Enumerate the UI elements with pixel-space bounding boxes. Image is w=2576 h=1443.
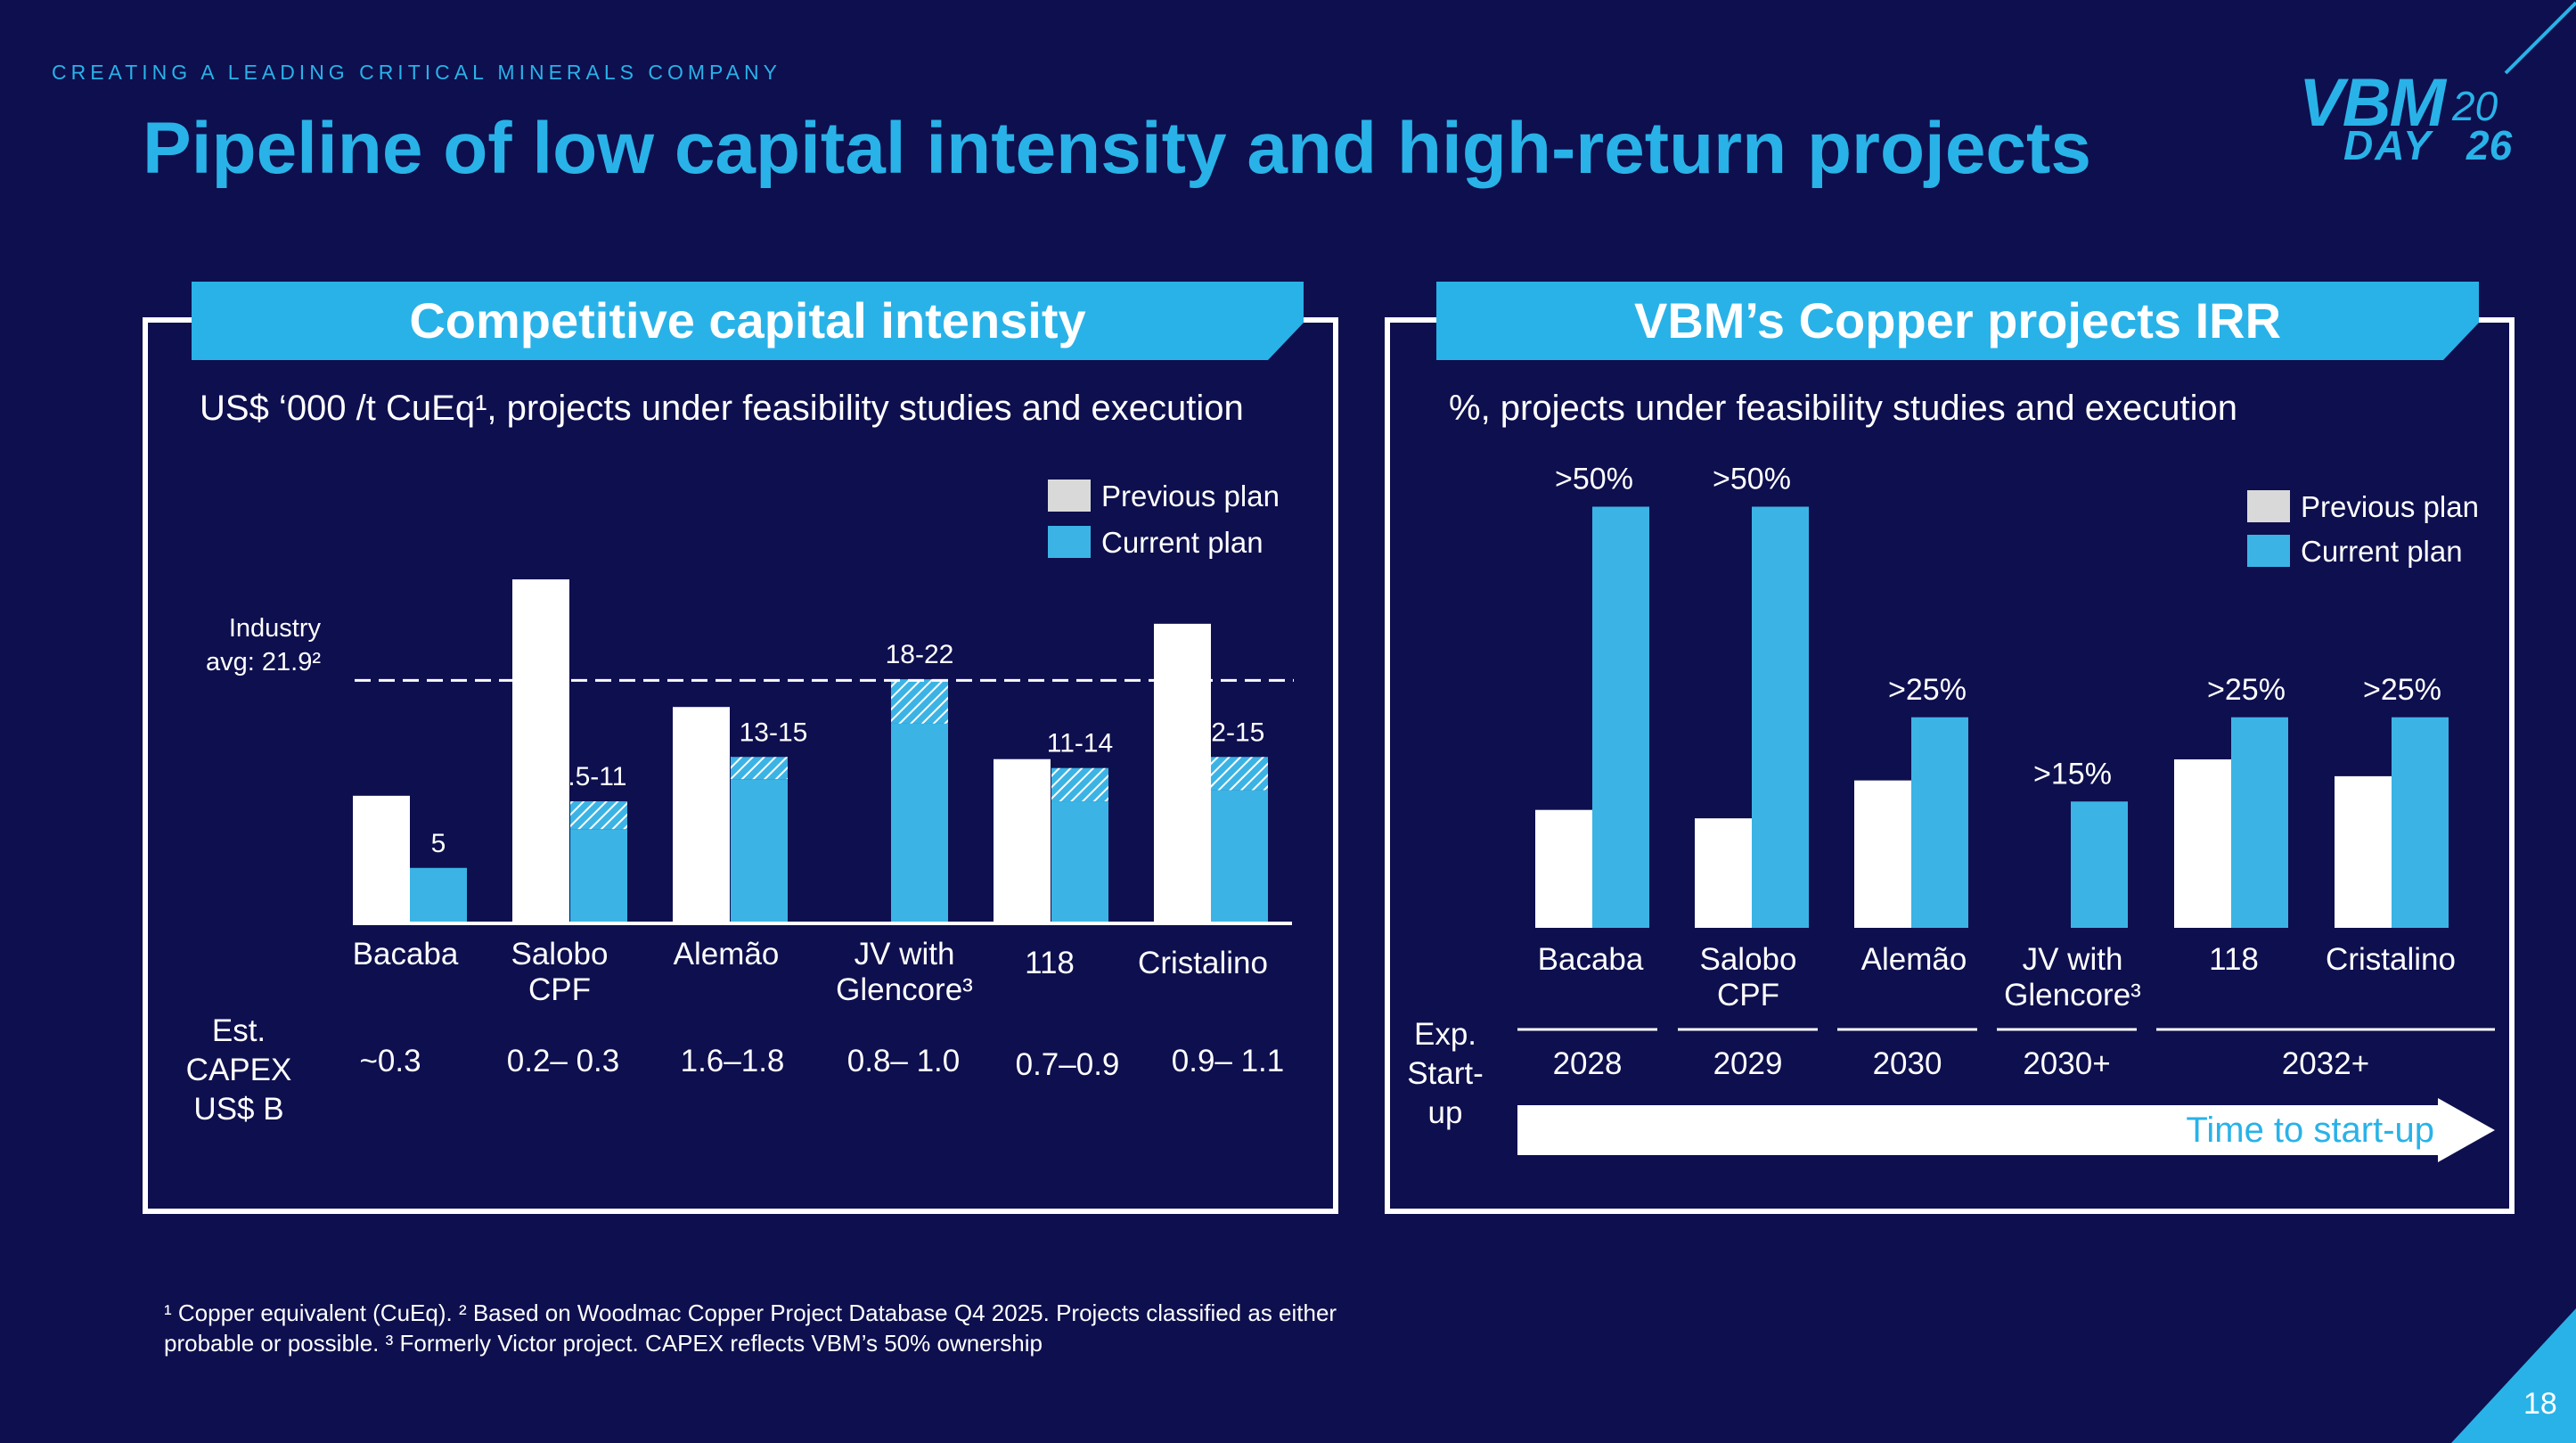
- capex-value: 0.8– 1.0: [847, 1044, 961, 1078]
- footnote-line-1: ¹ Copper equivalent (CuEq). ² Based on W…: [164, 1300, 1337, 1326]
- previous-plan-bar: [673, 707, 730, 923]
- category-label: CPF: [528, 972, 591, 1007]
- current-plan-range-bar: [1211, 757, 1268, 791]
- bar-value-label: 13-15: [740, 717, 808, 747]
- footnote: ¹ Copper equivalent (CuEq). ² Based on W…: [164, 1298, 1429, 1358]
- right-subtitle: %, projects under feasibility studies an…: [1449, 389, 2237, 428]
- previous-plan-bar: [512, 579, 569, 923]
- previous-plan-bar: [994, 758, 1051, 923]
- current-plan-bar: [731, 779, 788, 923]
- industry-average-label: avg: 21.9²: [206, 648, 321, 676]
- current-plan-range-bar: [1051, 767, 1108, 802]
- page-title: Pipeline of low capital intensity and hi…: [143, 108, 2091, 189]
- left-banner-title: Competitive capital intensity: [409, 292, 1086, 348]
- current-plan-range-bar: [570, 801, 627, 830]
- current-plan-bar: [570, 829, 627, 923]
- capex-row-label: US$ B: [193, 1092, 283, 1127]
- previous-plan-bar: [353, 795, 410, 923]
- capex-value: ~0.3: [359, 1044, 421, 1078]
- capex-value: 0.7–0.9: [1016, 1047, 1120, 1082]
- legend-swatch-previous: [1048, 480, 1091, 512]
- page-number-corner: [2451, 1308, 2576, 1443]
- footnote-line-2: probable or possible. ³ Formerly Victor …: [164, 1330, 1043, 1357]
- capex-row-label: Est.: [212, 1013, 266, 1048]
- page-number: 18: [2523, 1387, 2557, 1421]
- current-plan-range-bar: [891, 679, 948, 724]
- legend-swatch-current: [1048, 526, 1091, 558]
- capex-value: 1.6–1.8: [681, 1044, 785, 1078]
- capex-value: 0.2– 0.3: [507, 1044, 620, 1078]
- capex-row-label: CAPEX: [186, 1053, 292, 1087]
- logo-accent-line: [2504, 1, 2576, 75]
- left-subtitle: US$ ‘000 /t CuEq¹, projects under feasib…: [200, 389, 1244, 428]
- bar-value-label: 5: [431, 829, 446, 858]
- legend-label-current: Current plan: [1101, 526, 1263, 559]
- current-plan-range-bar: [731, 757, 788, 780]
- current-plan-bar: [410, 867, 467, 923]
- bar-value-label: 12-15: [1197, 717, 1265, 747]
- category-label: Alemão: [674, 937, 780, 972]
- category-label: Glencore³: [836, 972, 973, 1007]
- current-plan-bar: [1211, 790, 1268, 923]
- current-plan-bar: [891, 723, 948, 923]
- previous-plan-bar: [1154, 623, 1211, 923]
- tagline: CREATING A LEADING CRITICAL MINERALS COM…: [52, 61, 781, 84]
- right-banner-shape: [1436, 282, 2479, 360]
- bar-value-label: 11-14: [1047, 729, 1114, 758]
- bar-value-label: 8.5-11: [553, 762, 627, 791]
- logo-vbm: VBM: [2299, 65, 2446, 141]
- category-label: 118: [1025, 946, 1075, 980]
- right-banner-title: VBM’s Copper projects IRR: [1633, 292, 2282, 348]
- capex-value: 0.9– 1.1: [1172, 1044, 1285, 1078]
- category-label: JV with: [855, 937, 955, 972]
- category-label: Cristalino: [1138, 946, 1268, 980]
- industry-average-label: Industry: [229, 614, 322, 643]
- logo-year-top: 20: [2452, 83, 2498, 129]
- left-banner-shape: [192, 282, 1304, 360]
- logo-year-bottom: 26: [2466, 122, 2513, 168]
- bar-value-label: 18-22: [886, 640, 954, 669]
- category-label: Salobo: [511, 937, 609, 972]
- category-label: Bacaba: [353, 937, 459, 972]
- legend-label-previous: Previous plan: [1101, 480, 1280, 512]
- current-plan-bar: [1051, 801, 1108, 923]
- logo-day: DAY: [2343, 122, 2433, 168]
